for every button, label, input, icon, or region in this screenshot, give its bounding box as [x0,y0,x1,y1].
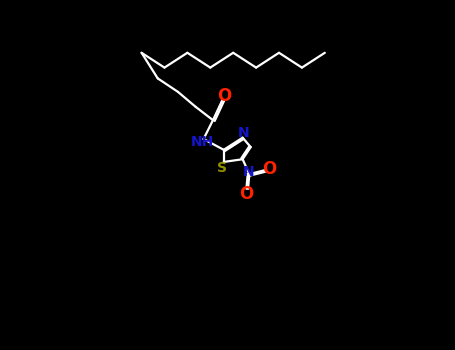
Text: N: N [238,126,249,140]
Text: NH: NH [191,135,214,149]
Text: N: N [243,166,255,180]
Text: O: O [263,160,277,178]
Text: O: O [217,87,231,105]
Text: S: S [217,161,228,175]
Text: O: O [239,185,254,203]
